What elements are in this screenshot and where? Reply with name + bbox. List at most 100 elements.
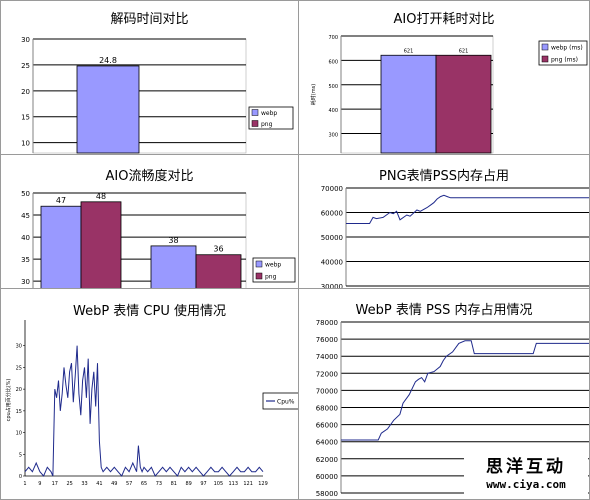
y-tick-label: 70000 [321, 185, 343, 193]
chart-panel-webp-cpu: WebP 表情 CPU 使用情况 0 5 10 15 20 25 30 1 9 17 25 33 41 4… [0, 288, 299, 500]
data-label: 48 [96, 192, 106, 201]
y-tick-label: 25 [21, 62, 30, 70]
y-tick-label: 50000 [321, 234, 343, 242]
y-tick-label: 20 [21, 88, 30, 96]
series-line [341, 340, 589, 441]
watermark-url: www.ciya.com [486, 478, 566, 491]
legend-label: png [265, 274, 277, 281]
chart-webp-cpu: 0 5 10 15 20 25 30 1 9 17 25 33 41 49 57 65 73 81 89 97 105 1… [5, 320, 298, 487]
chart-decode: 10 15 20 25 30 24.8 webp png [21, 36, 294, 154]
y-tick-label: 700 [328, 35, 338, 41]
y-tick-label: 0 [19, 474, 22, 480]
data-label: 621 [404, 48, 414, 54]
legend-label: Cpu% [277, 399, 295, 406]
y-tick-label: 400 [328, 108, 338, 114]
y-tick-label: 45 [21, 212, 30, 220]
y-tick-label: 5 [19, 452, 22, 458]
chart-title: 解码时间对比 [110, 12, 189, 27]
x-tick-label: 89 [185, 481, 191, 487]
y-tick-label: 72000 [316, 370, 338, 378]
watermark: 思洋互动 www.ciya.com [464, 454, 588, 498]
data-label: 24.8 [99, 56, 117, 65]
chart-panel-decode: 解码时间对比 10 15 20 25 30 24.8 webp png [0, 0, 299, 155]
series-line [346, 194, 589, 224]
y-tick-label: 10 [21, 140, 30, 148]
y-tick-label: 40 [21, 234, 30, 242]
chart-panel-aio-open: AIO打开耗时对比 300 400 500 600 700 621 621 耗时(ms) web… [298, 0, 590, 155]
legend-swatch [541, 43, 549, 51]
y-tick-label: 300 [328, 133, 338, 139]
x-tick-label: 1 [23, 481, 26, 487]
bar [76, 65, 140, 154]
y-tick-label: 58000 [316, 490, 338, 498]
y-tick-label: 15 [16, 409, 22, 415]
chart-title: PNG表情PSS内存占用 [379, 169, 509, 184]
y-tick-label: 66000 [316, 422, 338, 430]
data-label: 36 [213, 245, 223, 254]
bar [435, 54, 492, 154]
bar [80, 201, 122, 288]
data-label: 621 [459, 48, 469, 54]
legend-label: png [261, 121, 273, 128]
chart-title: WebP 表情 CPU 使用情况 [72, 304, 226, 319]
legend-label: webp [265, 262, 281, 269]
y-tick-label: 30000 [321, 283, 343, 289]
chart-aio-fluency: 30 35 40 45 50 47 48 38 36 webp png [21, 190, 296, 288]
x-tick-label: 33 [81, 481, 87, 487]
legend-swatch [251, 120, 259, 127]
x-tick-label: 129 [258, 481, 268, 487]
x-tick-label: 97 [200, 481, 206, 487]
x-tick-label: 9 [38, 481, 41, 487]
y-tick-label: 40000 [321, 259, 343, 267]
y-tick-label: 600 [328, 59, 338, 65]
y-tick-label: 30 [21, 36, 30, 44]
y-tick-label: 35 [21, 256, 30, 264]
legend-swatch [255, 260, 263, 268]
bar [40, 205, 82, 288]
x-tick-label: 25 [66, 481, 72, 487]
y-axis-label: 耗时(ms) [310, 84, 317, 105]
legend-label: webp (ms) [551, 45, 583, 52]
y-tick-label: 68000 [316, 405, 338, 413]
legend-label: webp [261, 110, 277, 117]
x-tick-label: 113 [228, 481, 238, 487]
y-tick-label: 78000 [316, 319, 338, 327]
x-tick-label: 17 [52, 481, 58, 487]
x-tick-label: 81 [171, 481, 177, 487]
legend-box [262, 392, 298, 410]
y-tick-label: 60000 [321, 210, 343, 218]
bar [380, 54, 437, 154]
y-tick-label: 62000 [316, 456, 338, 464]
chart-png-pss: 30000 40000 50000 60000 70000 [321, 185, 589, 289]
y-tick-label: 15 [21, 114, 30, 122]
chart-title: AIO打开耗时对比 [393, 12, 495, 27]
x-tick-label: 105 [214, 481, 224, 487]
legend-swatch [255, 272, 263, 280]
y-tick-label: 76000 [316, 336, 338, 344]
legend-label: png (ms) [551, 57, 578, 64]
series-line [24, 345, 264, 477]
x-tick-label: 57 [126, 481, 132, 487]
y-axis-label: cpu占用百分比(%) [5, 379, 12, 422]
x-tick-label: 41 [96, 481, 102, 487]
data-label: 38 [168, 236, 178, 245]
bar [195, 254, 242, 288]
y-tick-label: 10 [16, 431, 22, 437]
x-tick-label: 49 [111, 481, 117, 487]
y-tick-label: 30 [16, 344, 22, 350]
y-tick-label: 60000 [316, 473, 338, 481]
x-tick-label: 65 [141, 481, 147, 487]
x-tick-label: 73 [156, 481, 162, 487]
watermark-brand: 思洋互动 [486, 457, 566, 477]
y-tick-label: 70000 [316, 387, 338, 395]
y-tick-label: 64000 [316, 439, 338, 447]
legend-swatch [251, 109, 259, 116]
chart-title: WebP 表情 PSS 内存占用情况 [355, 303, 533, 318]
y-tick-label: 500 [328, 84, 338, 90]
chart-panel-png-pss: PNG表情PSS内存占用 30000 40000 50000 60000 70000 [298, 154, 590, 289]
y-tick-label: 25 [16, 365, 22, 371]
y-tick-label: 50 [21, 190, 30, 198]
x-tick-label: 121 [243, 481, 253, 487]
bar [150, 245, 197, 288]
y-tick-label: 30 [21, 278, 30, 286]
